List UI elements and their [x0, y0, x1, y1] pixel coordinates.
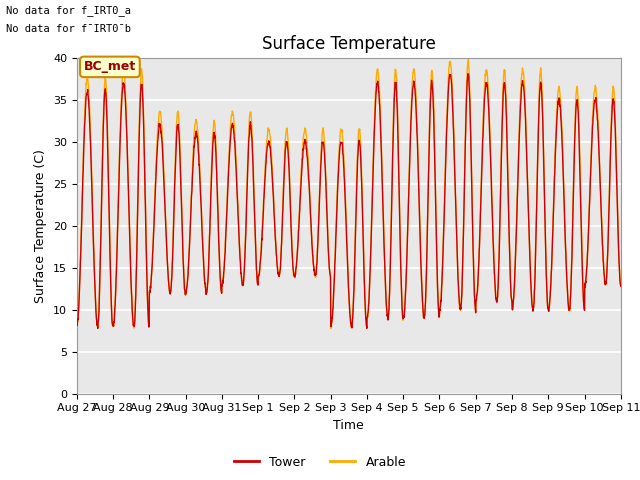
- Text: BC_met: BC_met: [84, 60, 136, 73]
- Title: Surface Temperature: Surface Temperature: [262, 35, 436, 53]
- X-axis label: Time: Time: [333, 419, 364, 432]
- Y-axis label: Surface Temperature (C): Surface Temperature (C): [35, 149, 47, 302]
- Legend: Tower, Arable: Tower, Arable: [229, 451, 411, 474]
- Text: No data for f_IRT0_a: No data for f_IRT0_a: [6, 5, 131, 16]
- Text: No data for f¯IRT0¯b: No data for f¯IRT0¯b: [6, 24, 131, 34]
